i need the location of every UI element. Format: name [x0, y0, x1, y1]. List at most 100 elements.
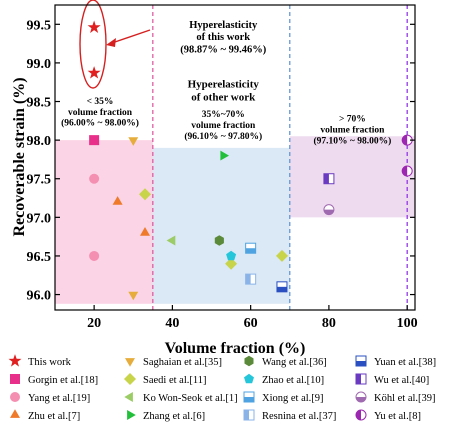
legend-item: This work: [8, 354, 72, 368]
y-tick-label: 98.0: [27, 134, 52, 149]
point-14-0: [323, 204, 335, 216]
legend: This work Gorgin et al.[18] Yang et al.[19…: [8, 354, 436, 422]
annotation-1: Hyperelasticity of other work: [188, 79, 260, 104]
legend-item: Wu et al.[40]: [355, 373, 429, 386]
legend-item: Wang et al.[36]: [244, 355, 327, 368]
x-tick-label: 40: [165, 316, 179, 331]
legend-item: Zhu et al.[7]: [10, 409, 80, 422]
point-5-2: [276, 249, 288, 262]
legend-item: Gorgin et al.[18]: [10, 374, 98, 386]
legend-label: Yuan et al.[38]: [374, 357, 436, 368]
legend-item: Saghaian et al.[35]: [125, 357, 222, 368]
legend-label: Ko Won-Seok et al.[1]: [143, 393, 238, 404]
point-12-0: [276, 281, 288, 293]
legend-marker: [355, 355, 367, 367]
data-points: [87, 20, 413, 301]
legend-marker: [355, 373, 367, 385]
legend-marker: [355, 391, 367, 403]
legend-item: Yu et al.[8]: [355, 409, 421, 422]
legend-item: Köhl et al.[39]: [355, 391, 436, 404]
point-3-1: [140, 227, 150, 236]
legend-marker: [125, 358, 135, 367]
legend-marker: [244, 373, 254, 384]
point-11-0: [245, 273, 257, 285]
legend-item: Zhang et al.[6]: [127, 410, 205, 422]
legend-label: Yang et al.[19]: [28, 393, 90, 404]
y-tick-label: 99.5: [27, 18, 52, 33]
legend-label: Gorgin et al.[18]: [28, 375, 98, 386]
legend-marker: [244, 355, 254, 367]
shaded-regions: [55, 136, 415, 304]
point-1-0: [89, 135, 100, 146]
annotations: Hyperelasticity of this work (98.87% ~ 99.…: [61, 20, 391, 146]
legend-item: Yang et al.[19]: [10, 392, 90, 404]
point-4-1: [128, 291, 139, 301]
x-tick-label: 100: [397, 316, 418, 331]
x-tick-label: 80: [322, 316, 336, 331]
point-5-1: [225, 257, 238, 270]
legend-label: Zhang et al.[6]: [143, 411, 205, 422]
point-5-0: [139, 188, 151, 201]
point-13-0: [323, 173, 335, 185]
legend-label: Yu et al.[8]: [374, 411, 421, 422]
legend-marker: [127, 410, 136, 420]
legend-marker: [10, 409, 20, 418]
this-work-highlight: [79, 0, 151, 89]
point-2-1: [89, 250, 100, 261]
legend-label: Wang et al.[36]: [262, 357, 327, 368]
region-1: [152, 147, 290, 304]
point-6-0: [166, 235, 176, 246]
point-7-0: [220, 150, 229, 161]
point-15-1: [401, 165, 413, 177]
y-tick-label: 98.5: [27, 96, 52, 111]
y-tick-label: 96.0: [27, 289, 52, 304]
this-work-arrowhead: [106, 38, 116, 47]
legend-label: Saedi et al.[11]: [143, 375, 206, 386]
legend-item: Yuan et al.[38]: [355, 355, 436, 368]
point-0-0: [87, 20, 101, 33]
legend-marker: [243, 409, 255, 421]
point-15-0: [401, 134, 413, 146]
legend-item: Zhao et al.[10]: [244, 373, 324, 386]
annotation-2: 35%~70% volume fraction (96.10% ~ 97.80%): [184, 110, 262, 142]
region-2: [289, 136, 415, 218]
legend-marker: [10, 374, 20, 384]
y-tick-label: 97.5: [27, 173, 52, 188]
point-3-0: [112, 196, 123, 205]
y-tick-label: 97.0: [27, 211, 52, 226]
reference-lines: [152, 5, 408, 310]
legend-label: This work: [28, 357, 72, 368]
legend-item: Resnina et al.[37]: [243, 409, 336, 422]
point-8-0: [214, 235, 224, 246]
annotation-0: Hyperelasticity of this work (98.87% ~ 99.…: [180, 20, 266, 55]
x-tick-label: 60: [244, 316, 258, 331]
annotation-3: < 35% volume fraction (96.00% ~ 98.00%): [61, 97, 139, 129]
y-tick-label: 99.0: [27, 57, 52, 72]
legend-label: Wu et al.[40]: [374, 375, 429, 386]
legend-marker: [355, 409, 367, 421]
x-tick-label: 20: [87, 316, 101, 331]
point-10-0: [245, 242, 257, 254]
y-axis-label: Recoverable strain (%): [11, 77, 28, 236]
legend-label: Xiong et al.[9]: [262, 393, 324, 404]
plot-frame: [54, 4, 416, 311]
point-4-0: [128, 137, 139, 146]
annotation-4: > 70% volume fraction (97.10% ~ 98.00%): [314, 115, 392, 147]
legend-marker: [10, 392, 20, 402]
region-0: [55, 140, 153, 304]
legend-label: Saghaian et al.[35]: [143, 357, 222, 368]
this-work-arrow-line: [111, 29, 151, 44]
legend-marker: [243, 391, 255, 403]
legend-item: Ko Won-Seok et al.[1]: [124, 392, 238, 404]
legend-marker: [124, 392, 133, 402]
legend-item: Xiong et al.[9]: [243, 391, 324, 404]
legend-marker: [124, 373, 136, 385]
point-0-1: [87, 66, 101, 79]
legend-label: Köhl et al.[39]: [374, 393, 436, 404]
y-tick-label: 96.5: [27, 250, 52, 265]
this-work-ellipse: [79, 0, 107, 89]
legend-label: Resnina et al.[37]: [262, 411, 336, 422]
legend-label: Zhu et al.[7]: [28, 411, 80, 422]
legend-item: Saedi et al.[11]: [124, 373, 206, 386]
